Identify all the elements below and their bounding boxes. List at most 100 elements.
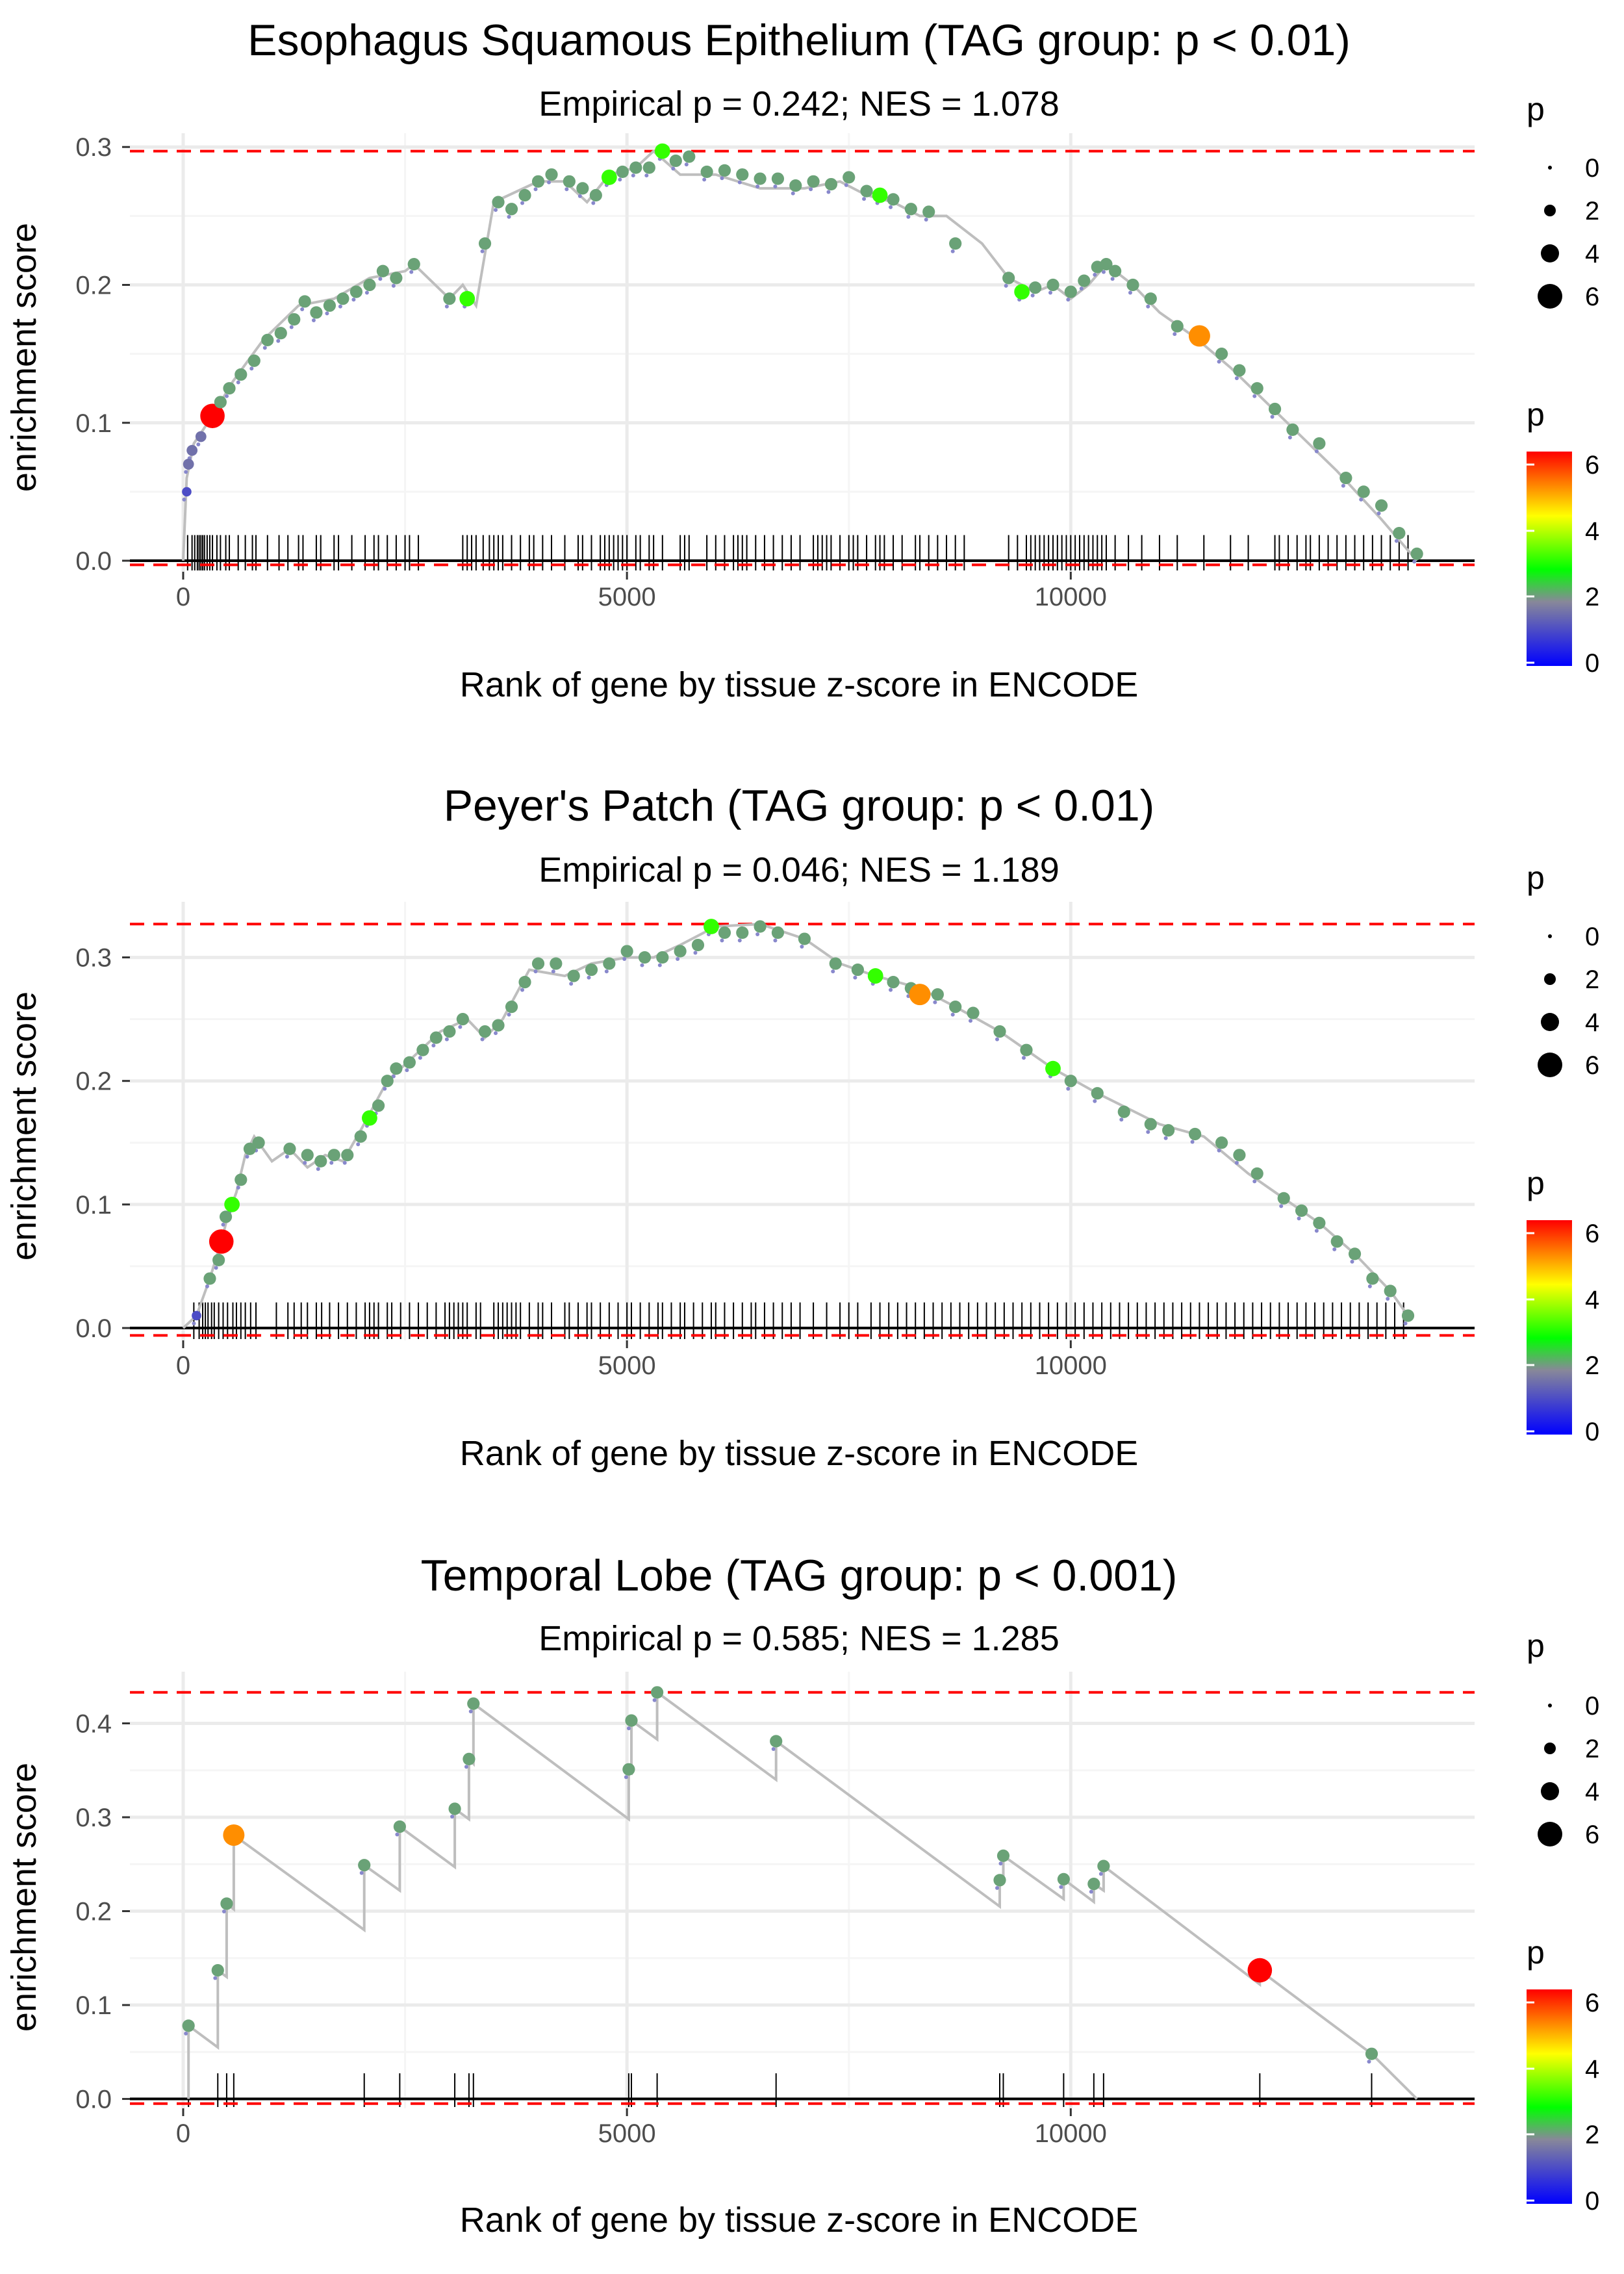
data-point xyxy=(1171,320,1184,333)
data-point xyxy=(625,1714,638,1727)
data-point xyxy=(949,237,962,250)
x-axis-label: Rank of gene by tissue z-score in ENCODE xyxy=(460,665,1138,704)
chart-subtitle: Empirical p = 0.585; NES = 1.285 xyxy=(539,1619,1059,1658)
trough-dot xyxy=(378,277,383,281)
legend: p 0 2 4 6 p 6 4 2 0 xyxy=(1527,91,1599,678)
y-tick-label: 0.1 xyxy=(75,1191,112,1220)
data-point xyxy=(1357,485,1370,498)
data-point xyxy=(629,161,642,174)
data-point xyxy=(736,168,749,181)
y-tick-labels: 0.0 0.1 0.2 0.3 xyxy=(75,944,112,1343)
y-tick-label: 0.3 xyxy=(75,133,112,162)
data-point xyxy=(183,459,194,470)
data-point xyxy=(967,1006,980,1019)
y-tick-label: 0.3 xyxy=(75,944,112,973)
data-point xyxy=(200,403,225,428)
trough-dot xyxy=(773,938,778,943)
data-point xyxy=(314,1155,327,1168)
data-point xyxy=(1109,264,1122,277)
trough-dot xyxy=(236,1185,240,1190)
data-point xyxy=(1366,1272,1379,1285)
data-point xyxy=(1045,1060,1061,1077)
legend-size-dot xyxy=(1548,934,1552,938)
data-point xyxy=(182,2019,195,2032)
legend-size-dot xyxy=(1538,1822,1562,1846)
trough-dot xyxy=(1350,1259,1354,1264)
plot-area xyxy=(122,1672,1475,2116)
legend-size-title: p xyxy=(1527,91,1545,127)
enrichment-curve xyxy=(187,1689,1418,2100)
trough-dot xyxy=(1270,415,1275,419)
data-point xyxy=(1268,402,1282,416)
legend-color-label: 0 xyxy=(1585,2187,1599,2216)
trough-dot xyxy=(184,2031,188,2036)
data-point xyxy=(550,957,563,970)
chart-title: Esophagus Squamous Epithelium (TAG group… xyxy=(247,16,1351,65)
trough-dot xyxy=(826,190,831,194)
data-point xyxy=(770,1735,783,1748)
data-point xyxy=(283,1142,296,1155)
trough-dot xyxy=(587,975,591,980)
x-tick-label: 5000 xyxy=(598,1351,656,1380)
data-point xyxy=(358,1859,371,1872)
legend-colorbar xyxy=(1527,452,1572,666)
trough-dot xyxy=(1030,293,1035,298)
data-point xyxy=(1330,1235,1343,1248)
chart-title: Peyer's Patch (TAG group: p < 0.01) xyxy=(444,781,1155,830)
trough-dot xyxy=(1004,283,1008,288)
y-axis-label: enrichment score xyxy=(5,1763,44,2032)
data-point xyxy=(274,327,287,340)
data-point xyxy=(1020,1043,1033,1056)
enrichment-curve xyxy=(182,149,1418,562)
y-tick-labels: 0.0 0.1 0.2 0.3 0.4 xyxy=(75,1709,112,2114)
data-point xyxy=(1215,1136,1228,1149)
trough-dot xyxy=(831,969,835,974)
y-tick-label: 0.2 xyxy=(75,1067,112,1096)
data-point xyxy=(754,172,767,185)
legend-size-dot xyxy=(1544,1743,1556,1754)
data-point xyxy=(872,187,888,203)
data-point xyxy=(545,168,558,181)
trough-dot xyxy=(213,1976,218,1980)
y-tick-label: 0.1 xyxy=(75,1991,112,2020)
trough-dot xyxy=(1252,1179,1257,1184)
data-point xyxy=(1162,1124,1175,1137)
trough-dot xyxy=(791,191,795,196)
data-point xyxy=(1002,272,1015,285)
legend-size-label: 2 xyxy=(1585,1735,1599,1763)
trough-dot xyxy=(737,938,742,943)
trough-dot xyxy=(995,1037,1000,1041)
trough-dot xyxy=(533,969,538,974)
data-point xyxy=(996,1849,1010,1862)
data-point xyxy=(1189,1127,1202,1141)
legend-size-dot xyxy=(1541,1782,1559,1800)
data-point xyxy=(789,179,802,192)
data-point xyxy=(585,963,598,977)
legend-size-label: 6 xyxy=(1585,1051,1599,1080)
trough-dot xyxy=(547,180,552,185)
panel-peyers-patch: Peyer's Patch (TAG group: p < 0.01) Empi… xyxy=(5,781,1599,1473)
trough-dot xyxy=(720,938,724,943)
trough-dot xyxy=(1101,270,1106,274)
data-point xyxy=(807,175,820,188)
data-point xyxy=(456,1013,469,1026)
data-point xyxy=(851,963,864,977)
trough-dot xyxy=(998,1861,1003,1866)
trough-dot xyxy=(409,270,414,274)
data-point xyxy=(1215,348,1228,361)
trough-dot xyxy=(1022,1056,1026,1060)
x-tick-label: 0 xyxy=(176,1351,190,1380)
legend-size-label: 0 xyxy=(1585,923,1599,951)
data-point xyxy=(336,292,349,305)
data-point xyxy=(843,171,856,184)
data-point xyxy=(407,258,420,271)
legend-size-title: p xyxy=(1527,860,1545,896)
legend-size-title: p xyxy=(1527,1628,1545,1664)
legend-size-label: 4 xyxy=(1585,1778,1599,1806)
trough-dot xyxy=(1089,1889,1093,1894)
data-point xyxy=(209,1229,234,1254)
data-point xyxy=(1348,1247,1362,1260)
data-point xyxy=(576,182,589,195)
trough-dot xyxy=(1279,1204,1284,1208)
data-point xyxy=(1339,472,1352,485)
